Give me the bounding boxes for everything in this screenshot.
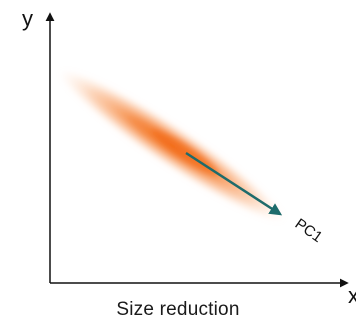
data-cloud [58,69,286,223]
diagram-caption: Size reduction [116,299,240,320]
pc1-arrow [185,151,283,216]
pc1-label: PC1 [292,215,326,246]
y-axis-label: y [22,6,33,31]
x-axis-label: x [348,283,356,308]
